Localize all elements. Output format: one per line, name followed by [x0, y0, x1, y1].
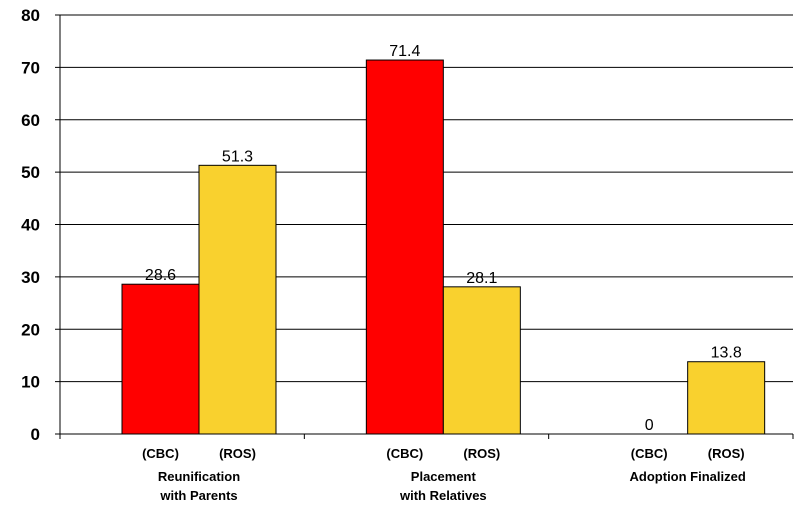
y-tick-label: 60: [21, 111, 40, 130]
data-label: 51.3: [222, 148, 253, 165]
y-tick-label: 20: [21, 320, 40, 339]
bar-ros: [198, 164, 277, 435]
y-tick-label: 0: [31, 425, 40, 444]
category-label: Adoption Finalized: [630, 469, 746, 484]
data-label: 0: [645, 417, 654, 434]
data-label: 71.4: [389, 43, 420, 60]
bars: [121, 59, 766, 435]
bar-ros: [442, 286, 521, 435]
data-label: 28.1: [466, 270, 497, 287]
y-tick-label: 40: [21, 216, 40, 235]
data-labels: 28.6 51.3 71.4 28.1 0 13.8: [145, 43, 742, 434]
y-tick-label: 10: [21, 373, 40, 392]
data-label: 13.8: [711, 345, 742, 362]
y-tick-label: 50: [21, 163, 40, 182]
x-tick-label: (ROS): [219, 446, 256, 461]
y-tick-label: 80: [21, 6, 40, 25]
y-tick-labels: 0 10 20 30 40 50 60 70 80: [21, 6, 40, 444]
x-tick-label: (CBC): [142, 446, 179, 461]
bar-cbc: [365, 59, 444, 435]
y-tick-label: 70: [21, 58, 40, 77]
x-tick-label: (CBC): [386, 446, 423, 461]
category-label: with Parents: [159, 488, 237, 503]
data-label: 28.6: [145, 267, 176, 284]
axes: [55, 14, 794, 439]
x-tick-label: (ROS): [463, 446, 500, 461]
category-label: with Relatives: [399, 488, 487, 503]
y-tick-label: 30: [21, 268, 40, 287]
x-tick-label: (CBC): [631, 446, 668, 461]
category-label: Reunification: [158, 469, 240, 484]
bar-ros: [687, 361, 766, 435]
category-label: Placement: [411, 469, 477, 484]
x-category-labels: (CBC) (ROS) Reunification with Parents (CBC)…: [142, 446, 746, 503]
bar-cbc: [121, 283, 200, 435]
x-tick-label: (ROS): [708, 446, 745, 461]
